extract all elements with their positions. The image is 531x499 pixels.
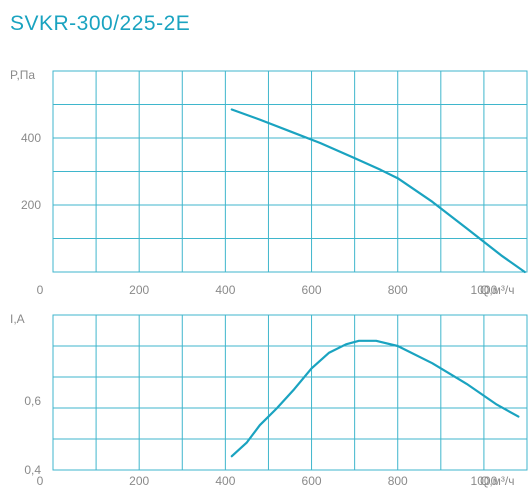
series-line: [230, 339, 520, 458]
x-tick-label: 200: [129, 283, 149, 297]
x-tick-label: 1000: [471, 474, 498, 488]
chart-title: SVKR-300/225-2E: [10, 12, 191, 35]
x-tick-label: 600: [302, 474, 322, 488]
plot-frame: [52, 314, 528, 471]
y-tick-label: 0,4: [24, 463, 41, 477]
x-tick-label: 200: [129, 474, 149, 488]
x-tick-label: 800: [388, 474, 408, 488]
x-tick-label: 400: [215, 283, 235, 297]
y-axis-label: I,A: [10, 312, 25, 326]
x-tick-label: 400: [215, 474, 235, 488]
y-tick-label: 400: [21, 131, 41, 145]
y-tick-label: 200: [21, 198, 41, 212]
y-axis-label: P,Па: [10, 68, 35, 82]
x-tick-label: 800: [388, 283, 408, 297]
x-tick-label: 0: [37, 474, 44, 488]
x-tick-label: 0: [37, 283, 44, 297]
x-axis-label: Q,м³/ч: [480, 283, 515, 297]
y-tick-label: 0,6: [24, 394, 41, 408]
x-tick-label: 1000: [471, 283, 498, 297]
x-tick-label: 600: [302, 283, 322, 297]
series-line: [230, 108, 526, 274]
x-axis-label: Q,м³/ч: [480, 474, 515, 488]
